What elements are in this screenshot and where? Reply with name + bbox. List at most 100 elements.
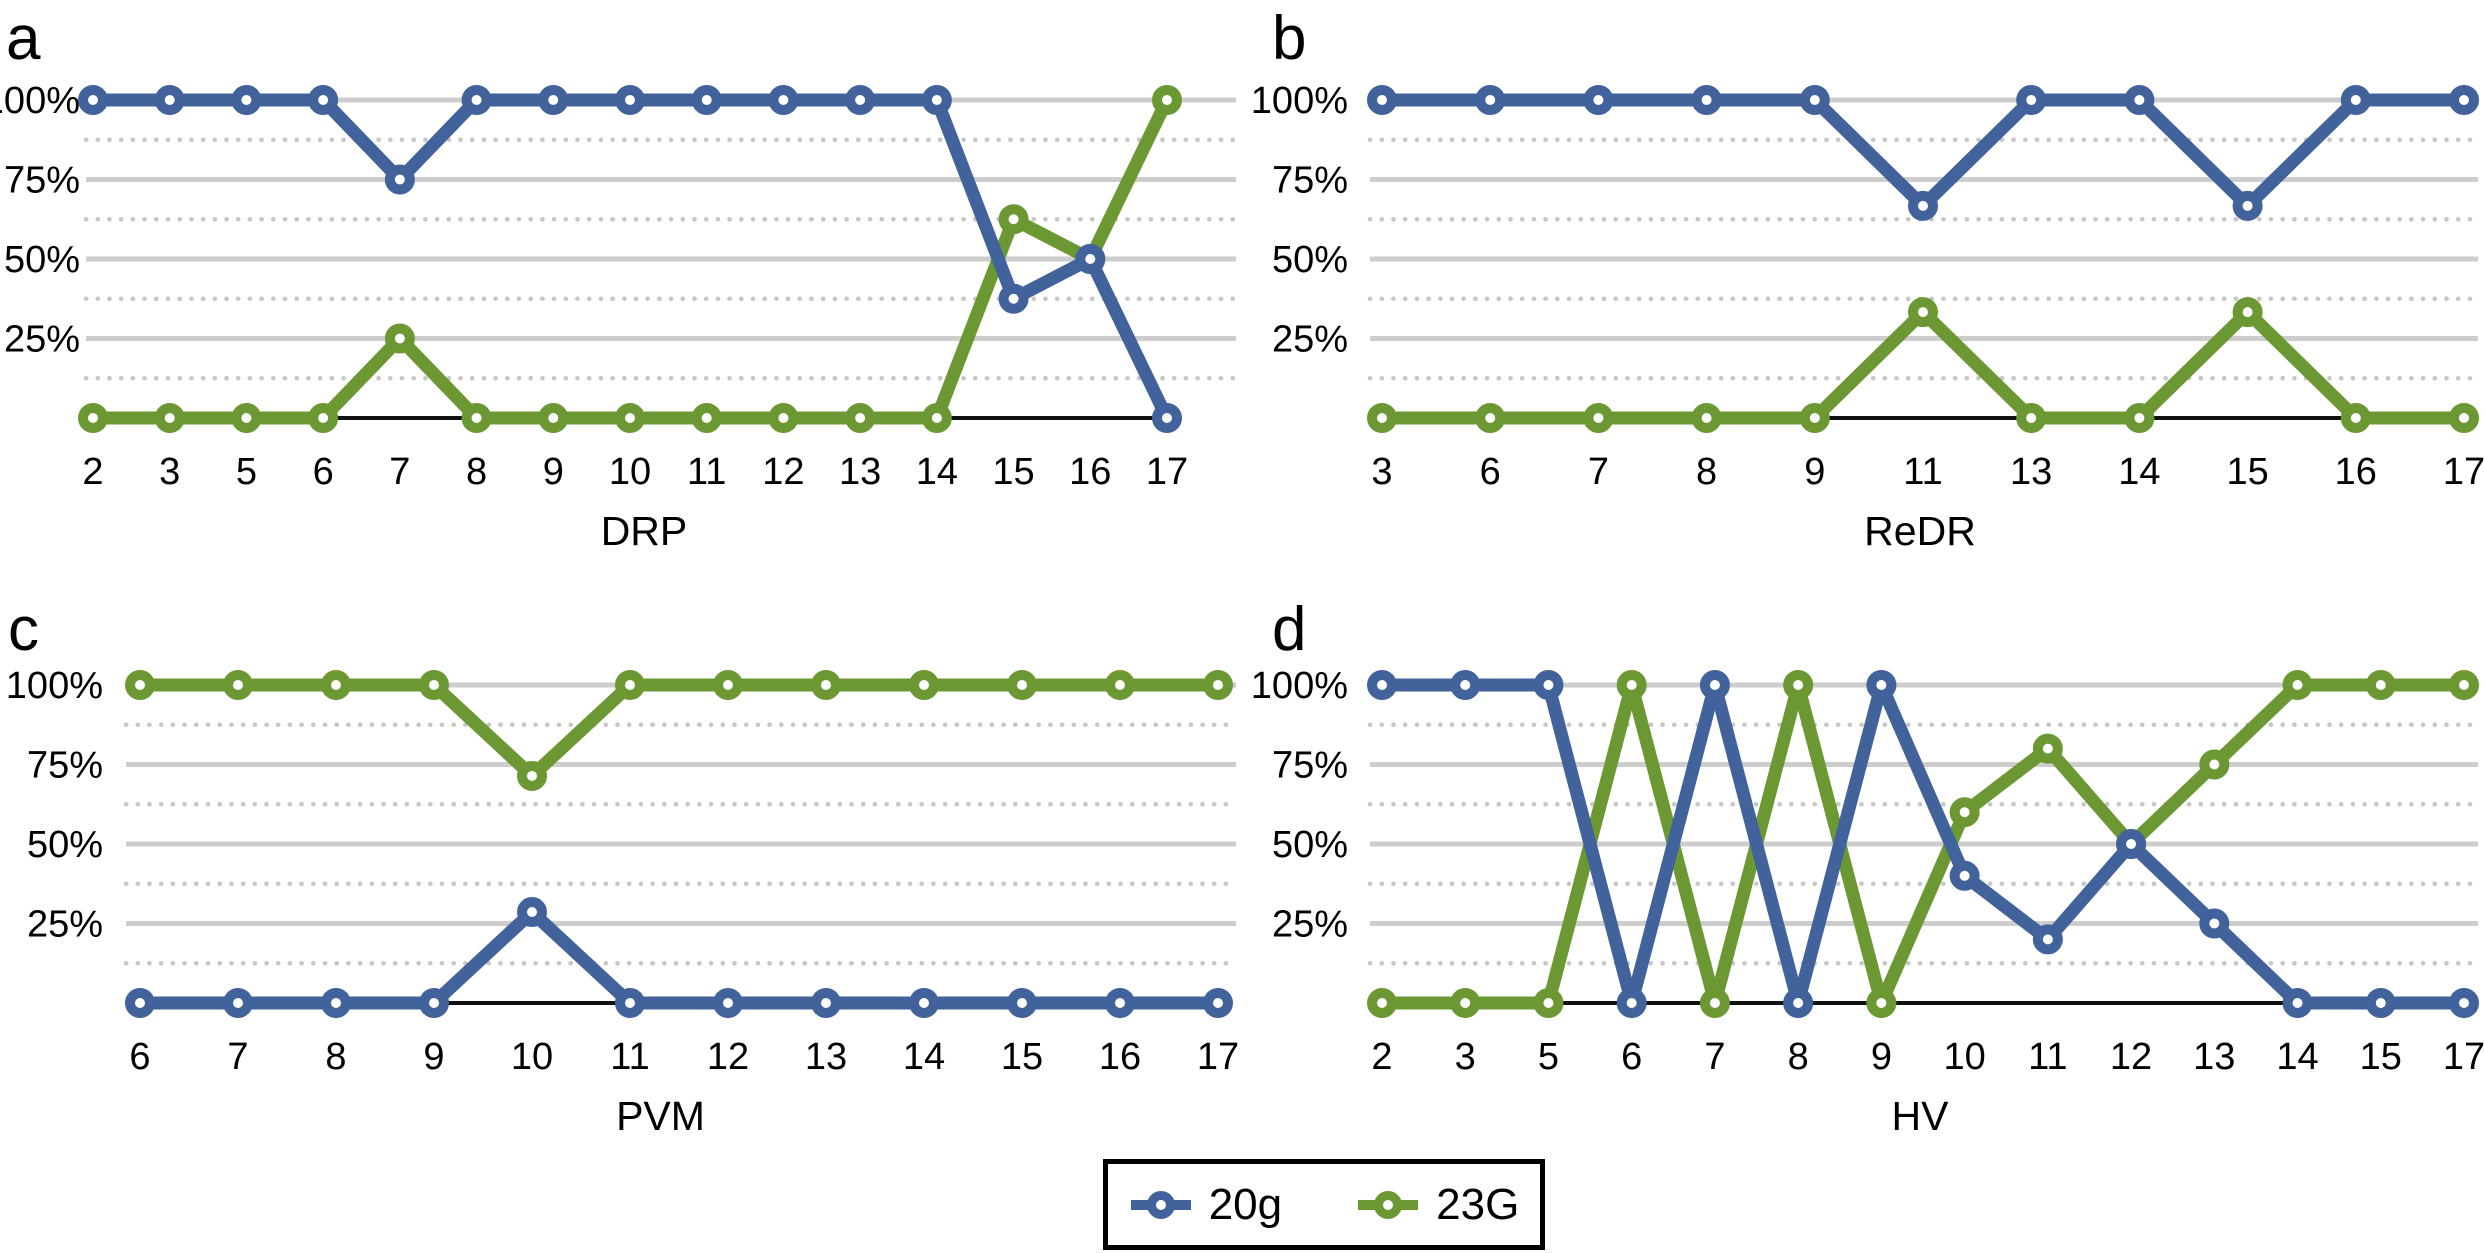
x-tick-label: 15	[2360, 1036, 2402, 1078]
x-tick-label: 7	[1704, 1036, 1725, 1078]
data-point-20g	[615, 988, 645, 1018]
x-tick-label: 15	[992, 451, 1034, 493]
data-point-23G	[2199, 749, 2230, 780]
y-tick-label: 75%	[1272, 160, 1348, 202]
panel-d: d 100% 75% 50% 25% 2 3 5 6 7 8 9 10 11 12 13 14 15 17 HV	[1242, 585, 2484, 1170]
x-tick-label: 10	[1943, 1036, 1985, 1078]
data-point-23G	[768, 403, 799, 433]
data-point-20g	[1152, 403, 1182, 433]
data-point-20g	[2199, 908, 2230, 939]
x-tick-label: 6	[1480, 451, 1501, 493]
x-tick-label: 9	[423, 1036, 444, 1078]
data-point-23G	[1367, 403, 1397, 433]
panel-letter-c: c	[8, 595, 39, 664]
x-tick-label: 13	[839, 451, 881, 493]
x-tick-label: 9	[543, 451, 564, 493]
panel-letter-d: d	[1272, 595, 1307, 664]
data-point-23G	[1799, 403, 1830, 433]
x-tick-label: 11	[610, 1036, 649, 1078]
data-point-20g	[2232, 190, 2263, 221]
x-tick-label: 14	[2118, 451, 2160, 493]
data-point-20g	[1783, 988, 1814, 1018]
data-point-23G	[615, 670, 645, 700]
data-point-20g	[308, 85, 339, 115]
data-point-23G	[2340, 403, 2371, 433]
y-tick-label: 100%	[6, 665, 103, 707]
series-line-23G	[1375, 678, 2471, 1010]
data-point-20g	[223, 988, 253, 1018]
y-tick-label: 100%	[1251, 80, 1348, 122]
data-point-20g	[1105, 988, 1135, 1018]
line-marker-20g-icon	[1130, 1190, 1191, 1219]
chart-drp: 100% 75% 50% 25% 2 3 5 6 7 8 9 10 11 12 13 14 15 16 17	[0, 80, 1239, 493]
data-point-20g	[321, 988, 351, 1018]
chart-title-drp: DRP	[600, 508, 688, 554]
chart-title-pvm: PVM	[616, 1093, 705, 1139]
y-tick-label: 25%	[1272, 904, 1348, 946]
data-point-20g	[2032, 924, 2063, 955]
x-tick-label: 8	[1696, 451, 1717, 493]
data-point-20g	[2365, 988, 2396, 1018]
x-tick-label: 12	[762, 451, 804, 493]
y-tick-label: 100%	[0, 80, 80, 122]
data-point-20g	[1075, 244, 1106, 274]
data-point-23G	[909, 670, 939, 700]
y-tick-label: 50%	[1272, 239, 1348, 281]
data-point-20g	[154, 85, 185, 115]
x-tick-label: 8	[325, 1036, 346, 1078]
x-tick-label: 12	[2110, 1036, 2152, 1078]
data-point-20g	[1367, 670, 1397, 700]
data-point-23G	[2282, 670, 2313, 700]
series-line-20g	[1375, 678, 2471, 1010]
legend-marker-ring	[1374, 1190, 1403, 1219]
x-tick-label: 16	[1099, 1036, 1141, 1078]
x-tick-label: 13	[805, 1036, 847, 1078]
data-point-23G	[845, 403, 876, 433]
x-tick-label: 6	[1621, 1036, 1642, 1078]
x-tick-label: 7	[227, 1036, 248, 1078]
data-point-23G	[1203, 670, 1233, 700]
x-tick-label: 17	[2443, 1036, 2484, 1078]
data-point-23G	[2365, 670, 2396, 700]
data-point-23G	[517, 760, 547, 791]
line-marker-23g-icon	[1358, 1190, 1419, 1219]
x-tick-label: 17	[2443, 451, 2484, 493]
data-point-23G	[231, 403, 262, 433]
y-tick-label: 25%	[27, 904, 103, 946]
series-line-20g	[133, 905, 1225, 1010]
data-point-20g	[517, 897, 547, 928]
data-point-23G	[2449, 403, 2479, 433]
data-point-23G	[2232, 297, 2263, 328]
data-point-20g	[691, 85, 722, 115]
data-point-20g	[384, 164, 415, 195]
x-tick-label: 16	[2335, 451, 2377, 493]
data-point-23G	[2032, 733, 2063, 764]
data-point-23G	[921, 403, 952, 433]
chart-redr: 100% 75% 50% 25% 3 6 7 8 9 11 13 14 15 16 17	[1251, 80, 2484, 493]
y-tick-label: 50%	[27, 824, 103, 866]
x-tick-label: 13	[2010, 451, 2052, 493]
series-line-23G	[1375, 305, 2471, 425]
x-tick-label: 2	[82, 451, 103, 493]
data-point-20g	[998, 283, 1029, 314]
data-point-23G	[125, 670, 155, 700]
x-tick-label: 5	[1538, 1036, 1559, 1078]
data-point-20g	[1533, 670, 1564, 700]
data-point-23G	[1007, 670, 1037, 700]
data-point-20g	[921, 85, 952, 115]
data-point-23G	[1783, 670, 1814, 700]
legend: 20g 23G	[1103, 1159, 1545, 1250]
panel-letter-b: b	[1272, 4, 1307, 73]
x-tick-label: 3	[1371, 451, 1392, 493]
data-point-23G	[321, 670, 351, 700]
data-point-23G	[1866, 988, 1897, 1018]
data-point-23G	[713, 670, 743, 700]
x-tick-label: 11	[687, 451, 726, 493]
data-point-20g	[419, 988, 449, 1018]
x-tick-label: 3	[159, 451, 180, 493]
data-point-20g	[615, 85, 645, 115]
x-tick-label: 9	[1871, 1036, 1892, 1078]
data-point-23G	[998, 204, 1029, 235]
x-tick-label: 9	[1804, 451, 1825, 493]
data-point-23G	[1583, 403, 1614, 433]
